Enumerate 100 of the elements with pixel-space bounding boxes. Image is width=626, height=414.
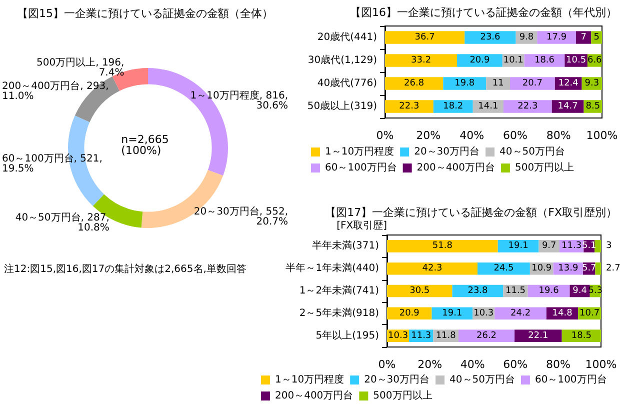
bar (514, 330, 562, 342)
x-tick-label: 100% (585, 358, 617, 371)
x-tick-label: 0% (376, 129, 394, 142)
data-label: 2.7 (606, 264, 620, 274)
bar (385, 100, 434, 113)
bar (478, 262, 530, 275)
bar (387, 240, 498, 252)
bar (595, 262, 601, 275)
x-tick-label: 80% (546, 129, 571, 142)
data-label: 23.6 (480, 32, 501, 42)
x-tick-label: 100% (586, 129, 618, 142)
data-label: 18.2 (443, 102, 464, 112)
y-tick-label: 2～5年未満(918) (299, 306, 380, 319)
legend-label: 60～100万円台 (325, 162, 397, 174)
bar (494, 307, 546, 320)
data-label: 51.8 (432, 241, 453, 252)
y-tick-label: 50歳以上(319) (307, 100, 378, 112)
y-tick-label: 20歳代(441) (317, 31, 378, 43)
data-label: 11.3 (411, 330, 432, 341)
slice-label: 20～30万円台, 552, 20.7% (194, 206, 288, 228)
data-label: 10.1 (503, 56, 524, 66)
chart-title: 【図15】一企業に預けている証拠金の金額（全体） (17, 7, 273, 20)
x-tick-label: 20% (416, 129, 441, 142)
bar (385, 77, 444, 90)
data-label: 9.8 (519, 32, 534, 42)
data-label: 7 (580, 32, 586, 42)
data-label: 17.9 (546, 32, 567, 42)
y-tick-label: 40歳代(776) (317, 77, 378, 89)
bar (524, 54, 565, 67)
legend-label: 500万円以上 (514, 162, 574, 174)
text: n=2,665 (100%) (121, 133, 169, 157)
bar (576, 31, 592, 44)
data-label: 19.6 (538, 286, 560, 296)
bar (486, 77, 510, 90)
slice-label: 40～50万円台, 287, 10.8% (15, 211, 110, 234)
chart-title: 【図17】一企業に預けている証拠金の金額（FX取引歴別） (325, 206, 618, 219)
data-label: 26.2 (476, 330, 497, 341)
bar (385, 31, 465, 44)
bar (472, 100, 504, 113)
bar (594, 240, 601, 252)
data-label: 18.5 (571, 330, 592, 341)
data-label: 22.1 (528, 330, 548, 341)
data-label: 14.8 (552, 308, 573, 318)
legend-label: 20～30万円台 (414, 146, 480, 158)
x-tick-label: 40% (460, 358, 485, 371)
data-label: 11.5 (505, 286, 526, 296)
data-label: 10.3 (388, 330, 408, 341)
data-label: 20.9 (399, 308, 420, 318)
data-label: 14.1 (478, 102, 498, 112)
data-label: 11.8 (436, 330, 456, 341)
slice-label: 500万円以上, 196, 7.4% (36, 56, 124, 79)
legend-label: 200～400万円台 (275, 390, 354, 402)
x-tick-label: 40% (460, 129, 484, 142)
y-tick-label: 30歳代(1,129) (308, 54, 378, 66)
data-label: 19.8 (454, 78, 475, 88)
data-label: 13.9 (558, 264, 578, 274)
bar (464, 31, 516, 44)
legend-label: 1～10万円程度 (325, 146, 394, 158)
data-label: 9.4 (572, 286, 588, 296)
data-label: 24.2 (510, 308, 531, 318)
slice-label: 1～10万円程度, 816, 30.6% (190, 90, 288, 112)
bar (387, 262, 478, 275)
legend-label: 200～400万円台 (416, 162, 495, 174)
data-label: 10.3 (474, 308, 494, 318)
legend-label: 1～10万円程度 (275, 374, 344, 386)
data-label: 5 (594, 32, 600, 42)
data-label: 20.7 (522, 78, 542, 88)
legend-label: 60～100万円台 (534, 374, 607, 386)
data-label: 22.3 (399, 102, 420, 112)
x-tick-label: 80% (546, 358, 570, 371)
bar (503, 100, 552, 113)
bar (433, 100, 473, 113)
data-label: 12.4 (558, 78, 579, 88)
data-label: 10.7 (580, 308, 600, 318)
x-tick-label: 20% (418, 358, 442, 371)
data-label: 33.2 (411, 56, 432, 66)
data-label: 9.3 (584, 78, 600, 88)
data-label: 3 (606, 241, 612, 252)
data-label: 26.8 (404, 78, 424, 88)
x-tick-label: 60% (503, 358, 528, 371)
data-label: 14.7 (558, 102, 578, 112)
data-label: 30.5 (410, 286, 430, 296)
bar (432, 307, 473, 320)
y-tick-label: 5年以上(195) (316, 329, 380, 342)
data-label: 24.5 (494, 264, 514, 274)
bar (552, 100, 584, 113)
data-label: 11 (492, 78, 504, 88)
legend-label: 40～50万円台 (500, 146, 565, 158)
bar (537, 31, 576, 44)
data-label: 18.6 (534, 56, 555, 66)
bar (387, 284, 452, 298)
x-tick-label: 0% (378, 358, 396, 371)
x-tick-label: 60% (502, 129, 528, 142)
data-label: 19.1 (508, 241, 528, 252)
data-label: 11.3 (562, 241, 582, 252)
bar (458, 330, 515, 342)
chart-title: 【図16】一企業に預けている証拠金の金額（年代別） (350, 6, 618, 19)
y-tick-label: 1～2年未満(741) (299, 284, 380, 296)
data-label: 9.7 (542, 241, 556, 252)
bar (591, 31, 602, 44)
